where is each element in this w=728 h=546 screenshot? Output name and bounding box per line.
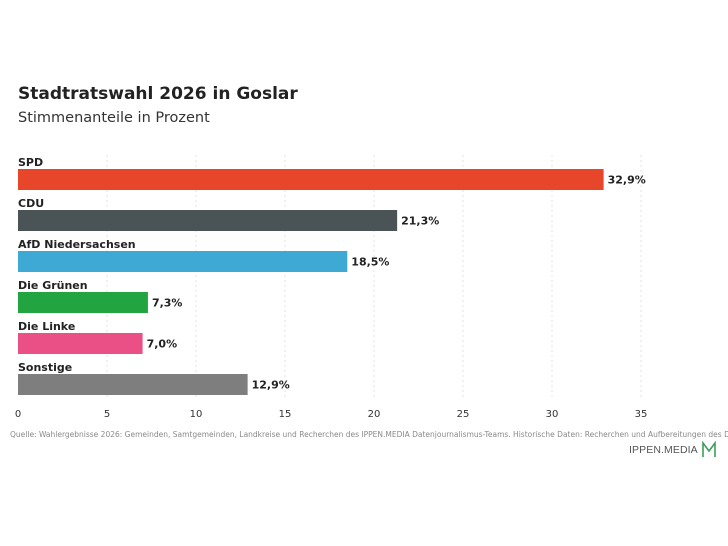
category-label: CDU [18, 197, 44, 210]
bar-chart: SPD 32,9% CDU 21,3% AfD Niedersachsen 18,5% Di… [15, 155, 648, 420]
value-label: 7,0% [147, 338, 178, 351]
value-label: 12,9% [252, 379, 290, 392]
value-label: 32,9% [608, 174, 646, 187]
brand-logo: IPPEN.MEDIA [629, 441, 717, 459]
x-tick-label: 30 [546, 409, 559, 420]
x-tick-label: 35 [635, 409, 648, 420]
chart-subtitle: Stimmenanteile in Prozent [18, 110, 210, 126]
chart-title: Stadtratswahl 2026 in Goslar [18, 84, 298, 104]
value-label: 21,3% [401, 215, 439, 228]
x-tick-label: 10 [190, 409, 203, 420]
bar [18, 374, 248, 395]
bar [18, 251, 348, 272]
category-label: Die Grünen [18, 279, 88, 292]
brand-m-icon [701, 441, 716, 457]
x-tick-label: 15 [279, 409, 292, 420]
category-label: SPD [18, 156, 43, 169]
source-note: Quelle: Wahlergebnisse 2026: Gemeinden, … [10, 430, 728, 439]
bar [18, 333, 143, 354]
x-tick-label: 25 [457, 409, 470, 420]
category-label: Sonstige [18, 361, 72, 374]
category-label: AfD Niedersachsen [18, 238, 136, 251]
value-label: 18,5% [351, 256, 389, 269]
bar [18, 210, 398, 231]
x-tick-label: 0 [15, 409, 21, 420]
category-label: Die Linke [18, 320, 75, 333]
x-tick-label: 20 [368, 409, 381, 420]
bar [18, 292, 148, 313]
value-label: 7,3% [152, 297, 183, 310]
bar [18, 169, 604, 190]
brand-text: IPPEN.MEDIA [629, 444, 698, 456]
x-tick-label: 5 [104, 409, 110, 420]
